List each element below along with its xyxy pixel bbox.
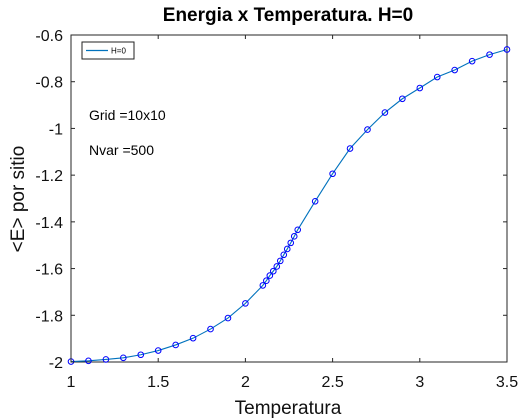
data-point	[381, 109, 389, 116]
chart-title: Energia x Temperatura. H=0	[163, 5, 413, 26]
data-point	[224, 314, 232, 322]
data-point	[207, 325, 214, 333]
data-point	[263, 277, 270, 285]
y-axis-label: <E> por sitio	[8, 146, 29, 253]
data-point	[273, 263, 281, 270]
x-tick-label: 2.5	[321, 374, 343, 391]
y-tick-label: -0.8	[35, 75, 63, 92]
data-point	[311, 198, 319, 205]
y-tick-label: -1.8	[35, 308, 63, 325]
data-point	[266, 272, 274, 279]
data-point	[364, 126, 371, 133]
grid-size-annotation: Grid =10x10	[89, 107, 166, 123]
x-axis-label: Temperatura	[235, 398, 342, 418]
data-point	[399, 95, 406, 103]
legend-entry-label: H=0	[111, 47, 126, 56]
data-point	[287, 239, 295, 247]
y-tick-label: -2	[49, 355, 63, 372]
data-point	[283, 245, 291, 253]
y-tick-label: -0.6	[35, 28, 63, 45]
data-point	[172, 341, 179, 349]
y-tick-label: -1.6	[35, 262, 63, 279]
x-tick-label: 2	[241, 374, 250, 391]
data-point	[346, 145, 354, 152]
x-tick-label: 3	[415, 374, 424, 391]
x-tick-label: 3.5	[496, 374, 518, 391]
x-tick-label: 1.5	[147, 374, 169, 391]
data-point	[137, 351, 145, 359]
data-point	[189, 334, 197, 342]
data-point	[329, 170, 336, 178]
data-point	[280, 251, 288, 259]
data-point	[242, 300, 249, 307]
data-point	[486, 51, 493, 58]
data-point	[120, 354, 127, 362]
data-point	[451, 66, 458, 74]
y-tick-label: -1.4	[35, 215, 63, 232]
data-point	[276, 257, 284, 265]
y-tick-label: -1.2	[35, 168, 63, 185]
legend: H=0	[81, 41, 135, 60]
data-point	[270, 267, 277, 275]
data-point	[503, 46, 511, 53]
data-point	[468, 57, 476, 65]
series-line	[70, 48, 508, 363]
data-point	[290, 233, 298, 240]
axis-ticks: 1 1.5 2 2.5 3 3.5 -0.6 -0.8 -1 -1.2 -1.4 -1.6 -1.8 -2	[35, 28, 518, 391]
data-point	[259, 282, 267, 289]
data-point	[85, 357, 92, 365]
data-point	[433, 73, 441, 81]
plot-area	[67, 34, 511, 365]
axes-box	[70, 34, 508, 363]
data-point	[416, 84, 424, 92]
x-tick-label: 1	[67, 374, 76, 391]
data-point	[102, 356, 110, 363]
y-tick-label: -1	[49, 121, 63, 138]
data-point	[154, 347, 162, 354]
data-point	[294, 226, 302, 234]
nvar-annotation: Nvar =500	[89, 142, 154, 158]
